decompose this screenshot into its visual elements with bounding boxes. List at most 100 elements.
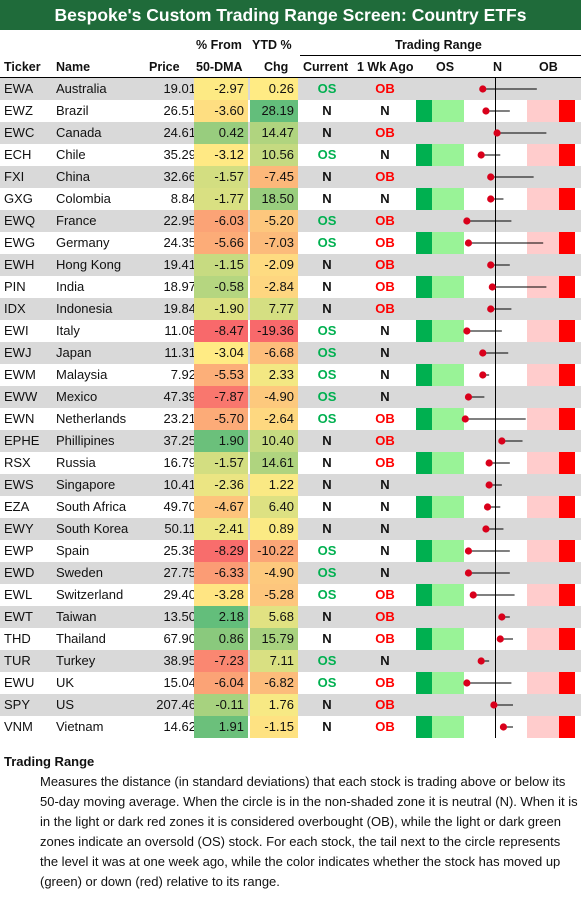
current-level-dot bbox=[482, 525, 490, 533]
current-status: N bbox=[322, 609, 332, 624]
current-level-dot bbox=[464, 393, 473, 401]
current-level-dot bbox=[463, 327, 471, 335]
current-status: OS bbox=[317, 653, 337, 668]
price-cell: 27.75 bbox=[163, 565, 196, 580]
name-cell: South Africa bbox=[56, 499, 127, 514]
current-level-dot bbox=[482, 107, 490, 115]
week-ago-status: OB bbox=[375, 235, 395, 250]
price-cell: 19.41 bbox=[163, 257, 196, 272]
name-cell: Netherlands bbox=[56, 411, 127, 426]
table-body: EWA Australia 19.01 -2.97 0.26 OS OB EWZ Brazil 2… bbox=[0, 78, 581, 738]
ticker-cell: TUR bbox=[4, 653, 31, 668]
ytd-cell: 10.56 bbox=[250, 144, 298, 166]
ytd-cell: -1.15 bbox=[250, 716, 298, 738]
ytd-cell: 0.26 bbox=[250, 78, 298, 100]
current-status: OS bbox=[317, 543, 337, 558]
table-row: EWP Spain 25.38 -8.29 -10.22 OS N bbox=[0, 540, 581, 562]
ytd-header-bottom: Chg bbox=[264, 60, 289, 74]
table-row: EWI Italy 11.08 -8.47 -19.36 OS N bbox=[0, 320, 581, 342]
current-status: OS bbox=[317, 367, 337, 382]
name-cell: Germany bbox=[56, 235, 110, 250]
current-level-dot bbox=[498, 613, 506, 621]
ticker-cell: EWP bbox=[4, 543, 34, 558]
dma-cell: -3.04 bbox=[194, 342, 248, 364]
week-ago-status: OB bbox=[375, 719, 395, 734]
table-row: FXI China 32.66 -1.57 -7.45 N OB bbox=[0, 166, 581, 188]
ytd-cell: 10.40 bbox=[250, 430, 298, 452]
note-title: Trading Range bbox=[4, 754, 95, 769]
current-status: N bbox=[322, 719, 332, 734]
week-ago-status: N bbox=[380, 103, 390, 118]
ticker-cell: EWI bbox=[4, 323, 29, 338]
current-level-dot bbox=[498, 437, 506, 445]
week-ago-status: N bbox=[380, 653, 390, 668]
price-cell: 15.04 bbox=[163, 675, 196, 690]
week-ago-status: N bbox=[380, 477, 390, 492]
name-cell: Phillipines bbox=[56, 433, 115, 448]
ticker-cell: FXI bbox=[4, 169, 25, 184]
week-ago-status: N bbox=[380, 147, 390, 162]
current-status: OS bbox=[317, 323, 337, 338]
price-cell: 29.40 bbox=[163, 587, 196, 602]
current-level-dot bbox=[477, 151, 485, 159]
ytd-cell: 2.33 bbox=[250, 364, 298, 386]
price-cell: 24.61 bbox=[163, 125, 196, 140]
price-cell: 35.29 bbox=[163, 147, 196, 162]
current-status: OS bbox=[317, 389, 337, 404]
ytd-cell: 18.50 bbox=[250, 188, 298, 210]
current-header: Current bbox=[303, 60, 349, 74]
dma-cell: -3.60 bbox=[194, 100, 248, 122]
name-cell: India bbox=[56, 279, 85, 294]
price-cell: 19.84 bbox=[163, 301, 196, 316]
current-status: OS bbox=[317, 235, 337, 250]
name-cell: Brazil bbox=[56, 103, 89, 118]
table-row: EWH Hong Kong 19.41 -1.15 -2.09 N OB bbox=[0, 254, 581, 276]
note: Trading Range Measures the distance (in … bbox=[4, 752, 579, 892]
name-cell: Japan bbox=[56, 345, 92, 360]
table-row: IDX Indonesia 19.84 -1.90 7.77 N OB bbox=[0, 298, 581, 320]
table-row: PIN India 18.97 -0.58 -2.84 N OB bbox=[0, 276, 581, 298]
current-level-dot bbox=[488, 283, 496, 291]
ytd-cell: 14.47 bbox=[250, 122, 298, 144]
current-status: N bbox=[322, 125, 332, 140]
name-cell: Taiwan bbox=[56, 609, 97, 624]
current-level-dot bbox=[477, 657, 485, 665]
current-level-dot bbox=[499, 723, 508, 731]
week-ago-status: OB bbox=[375, 81, 395, 96]
week-ago-status: OB bbox=[375, 631, 395, 646]
ytd-cell: -10.22 bbox=[250, 540, 298, 562]
current-level-dot bbox=[464, 569, 473, 577]
ticker-cell: EWM bbox=[4, 367, 36, 382]
current-level-dot bbox=[487, 305, 495, 313]
dma-cell: -3.28 bbox=[194, 584, 248, 606]
ticker-cell: IDX bbox=[4, 301, 26, 316]
price-header: Price bbox=[149, 60, 180, 74]
price-cell: 8.84 bbox=[170, 191, 196, 206]
name-cell: Singapore bbox=[56, 477, 116, 492]
table-row: EWC Canada 24.61 0.42 14.47 N OB bbox=[0, 122, 581, 144]
name-header: Name bbox=[56, 60, 91, 74]
week-ago-status: N bbox=[380, 499, 390, 514]
current-status: N bbox=[322, 631, 332, 646]
price-cell: 11.08 bbox=[164, 323, 196, 338]
ytd-cell: -2.09 bbox=[250, 254, 298, 276]
table-row: GXG Colombia 8.84 -1.77 18.50 N N bbox=[0, 188, 581, 210]
price-cell: 7.92 bbox=[170, 367, 196, 382]
current-level-dot bbox=[464, 239, 473, 247]
ticker-cell: EWJ bbox=[4, 345, 32, 360]
table-row: EWW Mexico 47.39 -7.87 -4.90 OS N bbox=[0, 386, 581, 408]
ticker-cell: EWS bbox=[4, 477, 34, 492]
dma-cell: 2.18 bbox=[194, 606, 248, 628]
current-status: OS bbox=[317, 587, 337, 602]
dma-cell: -8.47 bbox=[194, 320, 248, 342]
current-status: N bbox=[322, 279, 332, 294]
dma-cell: 0.86 bbox=[194, 628, 248, 650]
dma-cell: -7.87 bbox=[194, 386, 248, 408]
ytd-cell: 5.68 bbox=[250, 606, 298, 628]
week-ago-status: N bbox=[380, 191, 390, 206]
name-cell: Hong Kong bbox=[56, 257, 122, 272]
dma-cell: -6.03 bbox=[194, 210, 248, 232]
price-cell: 207.46 bbox=[156, 697, 196, 712]
week-ago-status: OB bbox=[375, 279, 395, 294]
